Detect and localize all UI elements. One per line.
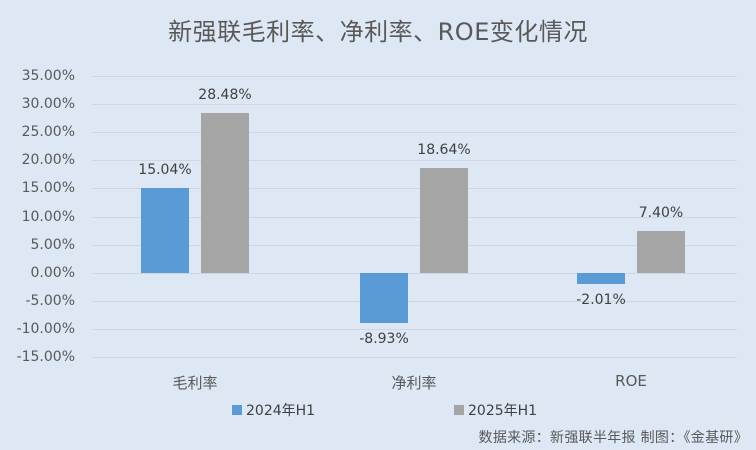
y-tick-label: 10.00% (21, 208, 75, 225)
data-label: 7.40% (638, 205, 684, 222)
gridline (92, 329, 737, 330)
data-label: 28.48% (198, 86, 252, 103)
data-label: 18.64% (417, 141, 471, 158)
x-category-label: 毛利率 (172, 374, 218, 392)
y-tick-label: 25.00% (21, 124, 75, 141)
bar-2024 (577, 272, 625, 284)
y-tick-label: 0.00% (30, 264, 75, 281)
legend-swatch-icon (232, 405, 242, 415)
bar-2024 (141, 188, 189, 273)
bar-2025 (201, 112, 249, 273)
y-tick-label: -15.00% (16, 349, 75, 365)
gridline (92, 160, 737, 161)
bar-2025 (637, 231, 685, 273)
gridline (92, 217, 737, 218)
gridline (92, 357, 737, 358)
y-tick-label: -10.00% (16, 320, 75, 337)
y-tick-label: 35.00% (21, 68, 75, 84)
y-tick-label: 5.00% (30, 236, 75, 253)
legend-swatch-icon (454, 405, 464, 415)
x-category-label: ROE (615, 372, 647, 390)
legend-item-2025: 2025年H1 (454, 400, 537, 420)
x-category-label: 净利率 (391, 374, 437, 392)
legend-label: 2025年H1 (468, 403, 538, 419)
bar-2024 (360, 272, 408, 323)
y-tick-label: -5.00% (25, 292, 75, 309)
legend-label: 2024年H1 (246, 403, 316, 419)
bar-2025 (420, 167, 468, 273)
data-label: -2.01% (576, 291, 626, 308)
data-label: 15.04% (138, 162, 192, 179)
gridline (92, 188, 737, 189)
gridline (92, 273, 737, 274)
y-tick-label: 20.00% (21, 152, 75, 169)
chart-title: 新强联毛利率、净利率、ROE变化情况 (168, 18, 588, 46)
y-tick-label: 15.00% (21, 180, 75, 197)
legend: 2024年H1 2025年H1 (0, 400, 756, 420)
data-label: -8.93% (359, 330, 409, 347)
gridline (92, 301, 737, 302)
source-note: 数据来源：新强联半年报 制图：《金基研》 (478, 430, 748, 446)
gridline (92, 132, 737, 133)
y-tick-label: 30.00% (21, 96, 75, 113)
gridline (92, 245, 737, 246)
legend-item-2024: 2024年H1 (232, 400, 315, 420)
gridline (92, 104, 737, 105)
gridline (92, 76, 737, 77)
